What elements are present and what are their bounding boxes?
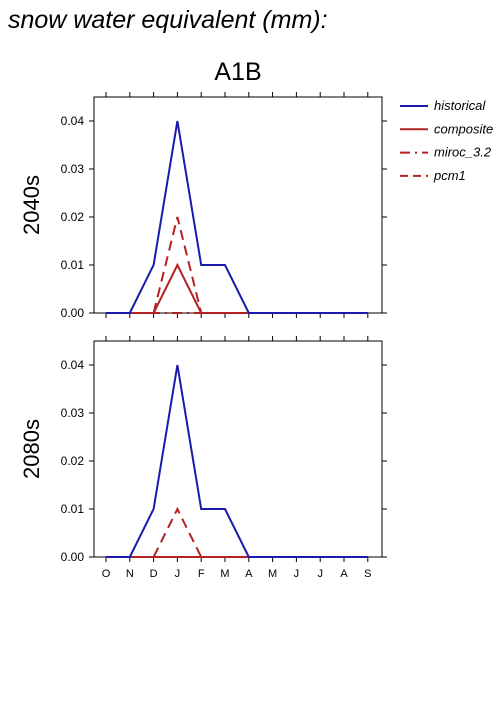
y-tick-label: 0.01 [61, 258, 85, 272]
plot-frame-2040s [93, 96, 383, 314]
x-tick-label: J [294, 568, 300, 580]
x-tick-label: A [245, 568, 253, 580]
legend-label-historical: historical [434, 98, 486, 113]
y-tick-label: 0.02 [61, 454, 85, 468]
legend-label-miroc_3.2: miroc_3.2 [434, 145, 492, 160]
x-tick-label: O [102, 568, 111, 580]
x-tick-label: J [175, 568, 181, 580]
x-tick-label: D [150, 568, 158, 580]
series-line-pcm1 [106, 216, 368, 314]
figure-title: snow water equivalent (mm): [8, 6, 328, 34]
y-tick-label: 0.02 [61, 210, 85, 224]
chart-title: A1B [214, 58, 261, 86]
panel-label: 2080s [19, 419, 44, 479]
x-tick-label: M [220, 568, 229, 580]
y-tick-label: 0.00 [61, 306, 85, 320]
legend-label-pcm1: pcm1 [433, 168, 466, 183]
y-tick-label: 0.04 [61, 358, 85, 372]
x-tick-label: M [268, 568, 277, 580]
y-tick-label: 0.01 [61, 502, 85, 516]
x-tick-label: J [317, 568, 323, 580]
y-tick-label: 0.03 [61, 406, 85, 420]
plot-frame-2080s [93, 340, 383, 558]
x-tick-label: A [340, 568, 348, 580]
legend-label-composite: composite [434, 121, 493, 136]
x-tick-label: N [126, 568, 134, 580]
y-tick-label: 0.03 [61, 162, 85, 176]
panel-label: 2040s [19, 175, 44, 235]
y-tick-label: 0.04 [61, 114, 85, 128]
series-line-historical [106, 364, 368, 558]
x-tick-label: S [364, 568, 371, 580]
series-line-historical [106, 120, 368, 314]
y-tick-label: 0.00 [61, 550, 85, 564]
x-tick-label: F [198, 568, 205, 580]
